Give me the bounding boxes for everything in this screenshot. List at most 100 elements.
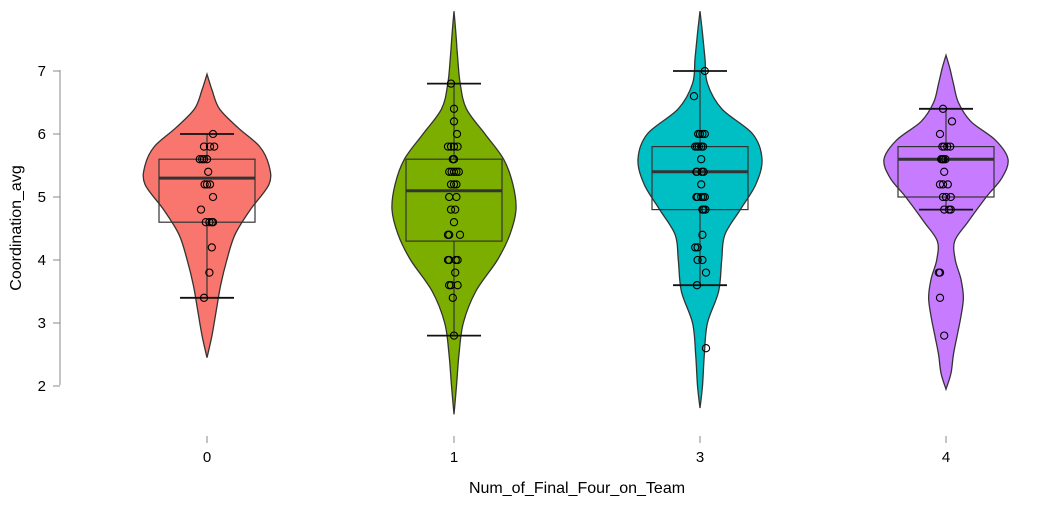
data-point: [199, 142, 209, 151]
data-point: [701, 344, 711, 353]
data-point: [453, 281, 462, 290]
data-point: [692, 167, 702, 176]
data-point: [694, 142, 703, 151]
data-point: [941, 192, 951, 202]
y-tick-label: 6: [38, 126, 46, 143]
data-point: [698, 129, 707, 139]
y-tick-label: 5: [38, 189, 46, 206]
data-point: [693, 243, 702, 252]
violin-4: [883, 52, 1009, 392]
data-point: [699, 167, 708, 176]
violin-group-4: [883, 52, 1009, 392]
data-point: [208, 192, 218, 202]
x-axis: 0 1 3 4: [203, 436, 950, 466]
data-point: [700, 66, 709, 76]
data-point: [205, 218, 214, 227]
data-point: [210, 142, 219, 151]
y-axis-title: Coordination_avg: [8, 165, 25, 290]
data-point: [946, 192, 955, 202]
x-tick-label: 0: [203, 449, 211, 466]
data-point: [445, 255, 454, 265]
data-point: [946, 142, 955, 151]
data-point: [935, 293, 945, 302]
data-point: [446, 142, 456, 151]
data-point: [691, 243, 700, 252]
box-iqr: [405, 158, 503, 242]
x-tick-label: 4: [942, 449, 950, 466]
data-point: [449, 117, 459, 126]
data-point: [452, 192, 461, 202]
data-point: [940, 205, 949, 214]
data-point: [199, 155, 209, 164]
data-point: [943, 180, 952, 189]
data-point: [200, 180, 209, 189]
data-point: [207, 243, 216, 252]
y-tick-label: 2: [38, 378, 46, 395]
box-iqr: [158, 158, 256, 223]
data-point: [449, 180, 459, 189]
data-point: [208, 218, 218, 227]
x-axis-title: Num_of_Final_Four_on_Team: [469, 480, 685, 497]
data-point: [202, 180, 212, 189]
violin-group-1: [391, 11, 517, 415]
data-point: [445, 230, 454, 239]
data-point: [199, 293, 209, 302]
data-point: [689, 92, 699, 101]
data-point: [204, 167, 213, 176]
data-point: [449, 331, 459, 340]
data-point: [446, 180, 456, 189]
data-point: [697, 155, 706, 164]
y-tick-label: 3: [38, 315, 46, 332]
data-point: [938, 192, 948, 202]
data-point: [940, 142, 949, 151]
data-point: [454, 167, 463, 176]
y-tick-label: 7: [38, 63, 46, 80]
data-point: [443, 142, 453, 151]
x-tick-label: 1: [450, 449, 458, 466]
data-point: [449, 142, 459, 151]
data-point: [452, 180, 461, 189]
data-point: [695, 129, 705, 139]
data-point: [701, 268, 711, 277]
data-point: [452, 129, 462, 139]
data-point: [935, 180, 945, 189]
data-point: [701, 205, 710, 214]
data-point: [943, 142, 952, 151]
data-point: [700, 129, 709, 139]
data-point: [448, 293, 457, 302]
box-iqr: [897, 146, 995, 198]
data-point: [453, 142, 462, 151]
data-point: [940, 331, 949, 340]
data-point: [698, 230, 707, 239]
data-point: [446, 79, 456, 88]
violin-group-3: [637, 11, 763, 409]
data-point: [698, 142, 708, 151]
data-point: [451, 268, 460, 277]
data-point: [205, 268, 214, 277]
y-axis: 2 3 4 5 6 7: [38, 63, 61, 395]
data-point: [700, 192, 709, 202]
data-point: [697, 180, 706, 189]
violin-group-0: [142, 71, 272, 358]
data-point: [449, 167, 459, 176]
data-point: [446, 205, 456, 214]
data-point: [451, 205, 460, 214]
data-point: [692, 281, 702, 290]
data-point: [196, 205, 206, 214]
data-point: [698, 255, 707, 265]
data-point: [946, 205, 955, 214]
data-point: [205, 180, 215, 189]
data-point: [938, 104, 948, 113]
data-point: [934, 268, 943, 277]
data-point: [202, 155, 212, 164]
violin-0: [142, 71, 272, 358]
data-point: [935, 129, 945, 139]
data-point: [947, 117, 957, 126]
data-point: [453, 255, 462, 265]
data-point: [446, 281, 456, 290]
data-point: [938, 180, 948, 189]
data-point: [208, 129, 218, 139]
data-point: [205, 142, 215, 151]
y-tick-label: 4: [38, 252, 46, 269]
